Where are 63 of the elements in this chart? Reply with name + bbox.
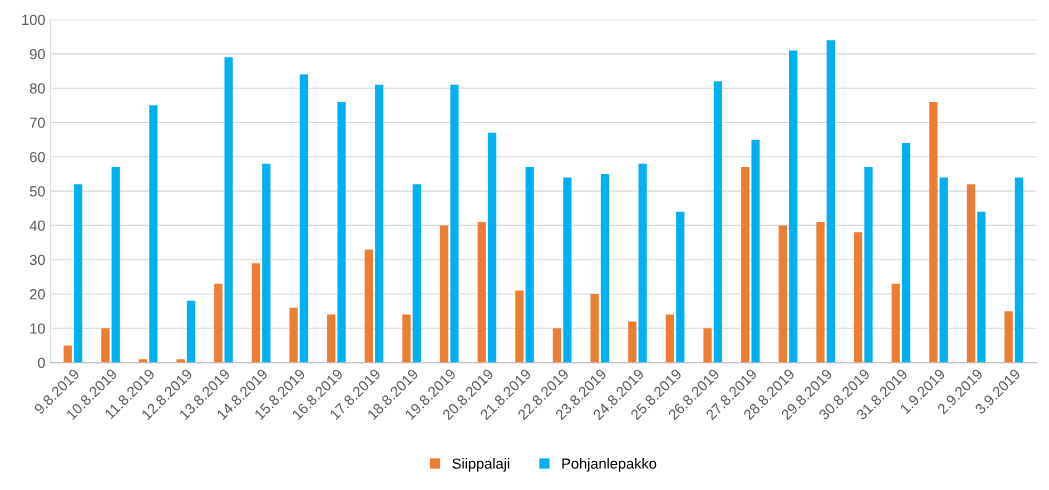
y-tick-label: 90	[29, 49, 45, 60]
y-tick-label: 0	[37, 357, 45, 369]
bar	[563, 177, 572, 363]
bar	[977, 211, 986, 363]
bar	[778, 225, 787, 363]
bar	[299, 74, 309, 363]
bar	[789, 50, 798, 363]
bar	[149, 105, 158, 363]
bar	[262, 163, 271, 363]
y-tick-label: 20	[30, 289, 45, 300]
bar	[966, 184, 976, 363]
bar	[1014, 177, 1024, 363]
bar	[600, 173, 610, 363]
bar	[939, 177, 948, 363]
bar	[703, 328, 712, 363]
y-tick-label: 70	[30, 117, 45, 128]
bar	[251, 263, 261, 363]
y-tick-label: 100	[22, 14, 45, 26]
bar	[638, 163, 647, 363]
bar	[337, 101, 346, 363]
bar	[590, 294, 599, 363]
bar	[816, 221, 825, 363]
bar	[73, 184, 83, 363]
bar	[450, 84, 459, 363]
bar	[665, 314, 675, 363]
bar	[214, 283, 223, 363]
y-tick-label: 50	[29, 186, 45, 197]
bar	[741, 167, 750, 363]
bar	[713, 81, 723, 363]
bar	[111, 167, 120, 363]
bar	[751, 139, 760, 363]
bar	[826, 40, 835, 363]
bar	[439, 225, 449, 363]
y-tick-label: 40	[29, 220, 45, 231]
bar	[101, 328, 110, 363]
bar	[224, 57, 233, 363]
bar	[63, 345, 72, 363]
bar	[364, 249, 373, 363]
legend-label: Siippalaji	[452, 458, 510, 472]
bar	[327, 314, 336, 363]
y-tick-label: 30	[29, 254, 45, 266]
bar	[375, 84, 384, 363]
y-tick-label: 60	[30, 151, 45, 163]
bar	[676, 211, 685, 363]
bar	[186, 300, 196, 363]
bar	[864, 167, 873, 363]
bar	[525, 167, 534, 363]
bar	[929, 101, 938, 363]
bar	[515, 290, 524, 363]
y-tick-label: 10	[30, 323, 45, 334]
bar	[628, 321, 637, 363]
bar	[487, 132, 497, 363]
bar	[1004, 311, 1013, 363]
bar	[412, 184, 421, 363]
bar	[402, 314, 411, 363]
bar	[901, 143, 911, 363]
bar	[853, 232, 863, 363]
bar	[552, 328, 562, 363]
legend-label: Pohjanlepakko	[562, 458, 657, 472]
bar	[891, 283, 900, 363]
bar	[477, 221, 486, 363]
bar	[289, 307, 298, 363]
y-tick-label: 80	[29, 83, 45, 94]
